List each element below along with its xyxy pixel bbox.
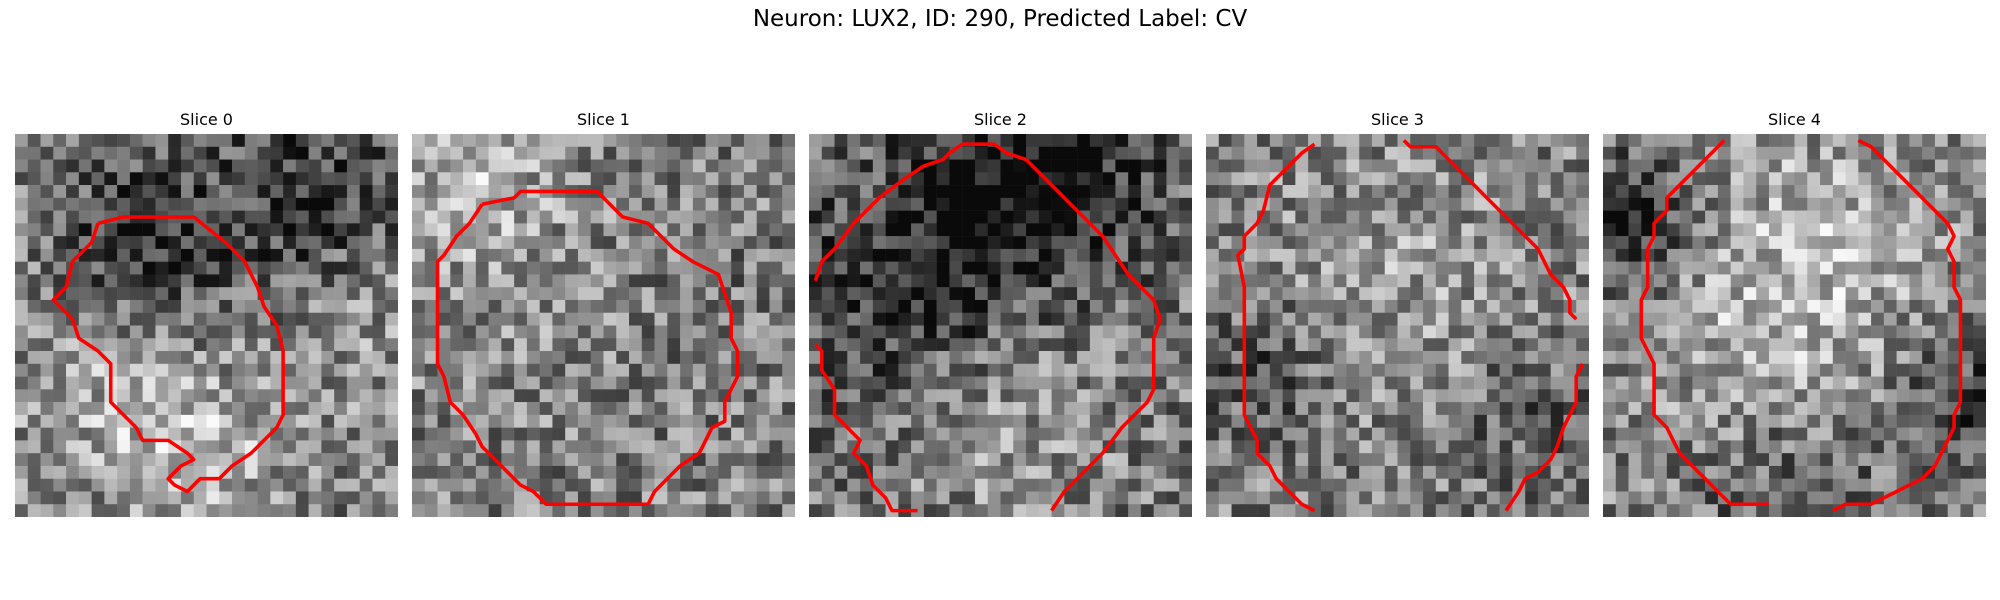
- slice-panel-1: Slice 1: [412, 110, 795, 517]
- segmentation-contour: [813, 142, 1162, 512]
- slice-title: Slice 4: [1768, 110, 1821, 129]
- slice-image: [809, 134, 1192, 517]
- pixel-grid: [15, 134, 398, 517]
- segmentation-contour: [1402, 139, 1578, 321]
- slice-panel-2: Slice 2: [809, 110, 1192, 517]
- segmentation-contour: [51, 215, 285, 494]
- slice-image: [412, 134, 795, 517]
- segmentation-contour: [1639, 139, 1769, 507]
- segmentation-contour: [1236, 142, 1316, 513]
- segmentation-contour: [814, 343, 918, 513]
- slice-panel-3: Slice 3: [1206, 110, 1589, 517]
- slice-title: Slice 0: [180, 110, 233, 129]
- pixel-grid: [1206, 134, 1589, 517]
- slice-image: [1603, 134, 1986, 517]
- pixel-grid: [809, 134, 1192, 517]
- slice-image: [1206, 134, 1589, 517]
- slice-panel-0: Slice 0: [15, 110, 398, 517]
- pixel-grid: [412, 134, 795, 517]
- pixel-grid: [1603, 134, 1986, 517]
- slice-title: Slice 1: [577, 110, 630, 129]
- slice-title: Slice 2: [974, 110, 1027, 129]
- figure-title: Neuron: LUX2, ID: 290, Predicted Label: …: [752, 6, 1248, 32]
- slice-title: Slice 3: [1371, 110, 1424, 129]
- segmentation-contour: [435, 189, 740, 507]
- segmentation-contour: [1832, 138, 1963, 513]
- segmentation-contour: [1504, 363, 1585, 512]
- slice-panel-4: Slice 4: [1603, 110, 1986, 517]
- slice-image: [15, 134, 398, 517]
